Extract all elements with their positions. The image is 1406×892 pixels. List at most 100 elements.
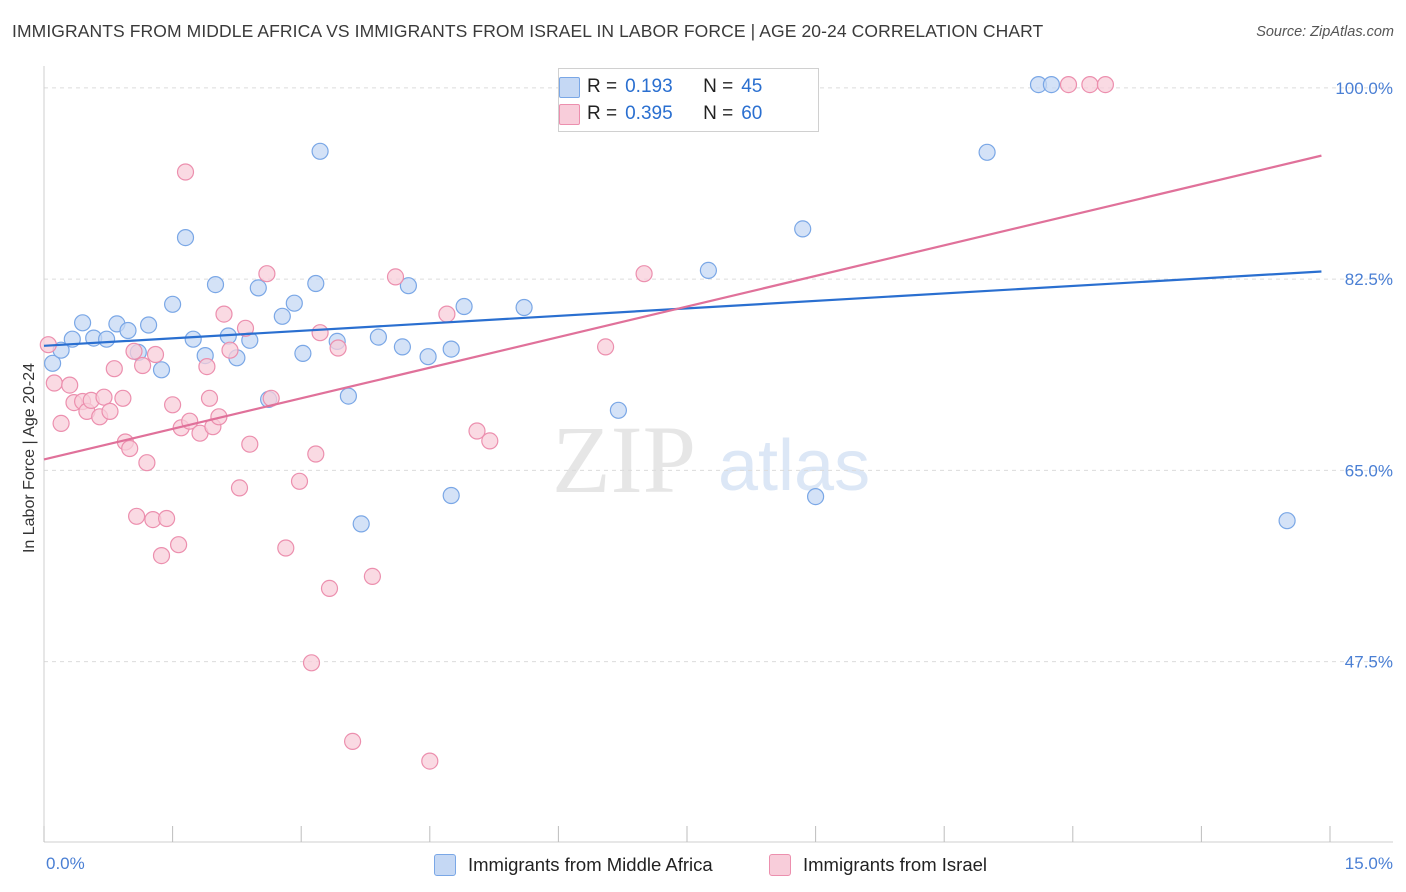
legend-row-middle-africa: R = 0.193 N = 45 (559, 75, 763, 99)
y-tick-label: 65.0% (1345, 461, 1393, 480)
data-point (285, 294, 303, 312)
data-point (369, 328, 387, 346)
bottom-legend-israel: Immigrants from Israel (769, 852, 987, 878)
legend-r-value: 0.193 (625, 76, 673, 97)
bottom-legend-label-middle-africa: Immigrants from Middle Africa (468, 854, 713, 875)
x-tick-label: 15.0% (1345, 854, 1393, 873)
data-point (302, 654, 321, 672)
chart-title: IMMIGRANTS FROM MIDDLE AFRICA VS IMMIGRA… (12, 21, 1044, 41)
data-point (609, 401, 628, 419)
x-tick-labels: 0.0% 15.0% (46, 854, 1393, 873)
data-point (386, 268, 405, 286)
data-point (43, 354, 62, 372)
x-tick-label: 0.0% (46, 854, 85, 873)
data-point (1278, 512, 1296, 530)
data-point (215, 305, 233, 323)
data-point (393, 338, 411, 356)
y-tick-label: 100.0% (1335, 79, 1393, 98)
data-point (176, 163, 195, 181)
data-point (164, 295, 182, 313)
data-point (95, 388, 113, 406)
data-point (206, 276, 225, 294)
legend-r-value: 0.395 (625, 103, 673, 124)
data-point (419, 348, 437, 366)
data-point (442, 340, 460, 358)
data-point (273, 307, 291, 325)
data-point (138, 454, 156, 472)
data-point (114, 389, 132, 407)
data-point (442, 486, 460, 505)
watermark-atlas: atlas (718, 426, 870, 506)
data-point (52, 414, 70, 432)
data-point (352, 515, 370, 533)
legend-n-label: N = (703, 103, 734, 124)
data-point (105, 360, 123, 378)
data-point (200, 389, 219, 407)
data-point (311, 142, 329, 160)
data-point (249, 279, 267, 297)
bottom-legend-swatch-middle-africa (434, 854, 456, 876)
data-point (399, 277, 417, 295)
data-point (134, 356, 152, 375)
data-point (121, 439, 139, 458)
data-point (258, 265, 276, 283)
data-point (97, 330, 116, 348)
data-point (1096, 75, 1115, 94)
data-point (1042, 75, 1061, 94)
watermark: ZIP atlas (552, 406, 870, 513)
data-point (146, 345, 165, 364)
data-point (421, 752, 439, 770)
legend-swatch-israel (559, 103, 580, 125)
data-point (294, 344, 312, 362)
data-point (241, 435, 259, 453)
legend-r-label: R = (587, 103, 618, 124)
axes (43, 66, 1393, 843)
data-point (311, 324, 329, 342)
data-point (1059, 75, 1078, 94)
data-point (699, 261, 718, 279)
data-point (515, 298, 533, 317)
data-point (363, 567, 381, 586)
source-label: Source: ZipAtlas.com (1256, 24, 1394, 40)
data-point (1081, 75, 1099, 94)
data-point (125, 342, 143, 360)
data-point (164, 396, 182, 414)
y-axis-label: In Labor Force | Age 20-24 (21, 363, 38, 553)
data-point (61, 376, 79, 394)
data-point (596, 338, 615, 356)
data-point (119, 321, 137, 340)
data-point (140, 316, 158, 334)
data-point (290, 472, 309, 490)
data-point (307, 274, 325, 293)
y-tick-label: 47.5% (1345, 653, 1393, 672)
data-point (176, 229, 195, 247)
data-point (184, 330, 202, 348)
data-point (329, 339, 347, 357)
data-point (468, 422, 486, 440)
data-point (339, 387, 357, 405)
data-point (635, 265, 653, 283)
data-point (73, 314, 92, 332)
data-point (101, 402, 119, 420)
y-tick-label: 82.5% (1345, 270, 1393, 289)
legend: R = 0.193 N = 45 R = 0.395 N = 60 (558, 68, 819, 132)
data-point (794, 220, 812, 238)
data-point (978, 143, 996, 161)
data-point (221, 341, 239, 359)
legend-n-value: 45 (741, 76, 763, 97)
data-point (481, 432, 499, 450)
data-point (236, 319, 255, 337)
legend-n-label: N = (703, 76, 734, 97)
data-point (198, 358, 216, 376)
watermark-zip: ZIP (552, 406, 696, 513)
data-point (230, 479, 249, 497)
bottom-legend-label-israel: Immigrants from Israel (803, 854, 988, 875)
data-point (170, 536, 188, 554)
y-tick-labels: 100.0% 82.5% 65.0% 47.5% (1335, 79, 1393, 672)
trend-line-israel (43, 154, 1322, 461)
gridlines (44, 87, 1393, 663)
data-point (128, 507, 146, 525)
data-point (158, 509, 176, 528)
data-point (307, 445, 325, 463)
legend-n-value: 60 (741, 103, 763, 124)
